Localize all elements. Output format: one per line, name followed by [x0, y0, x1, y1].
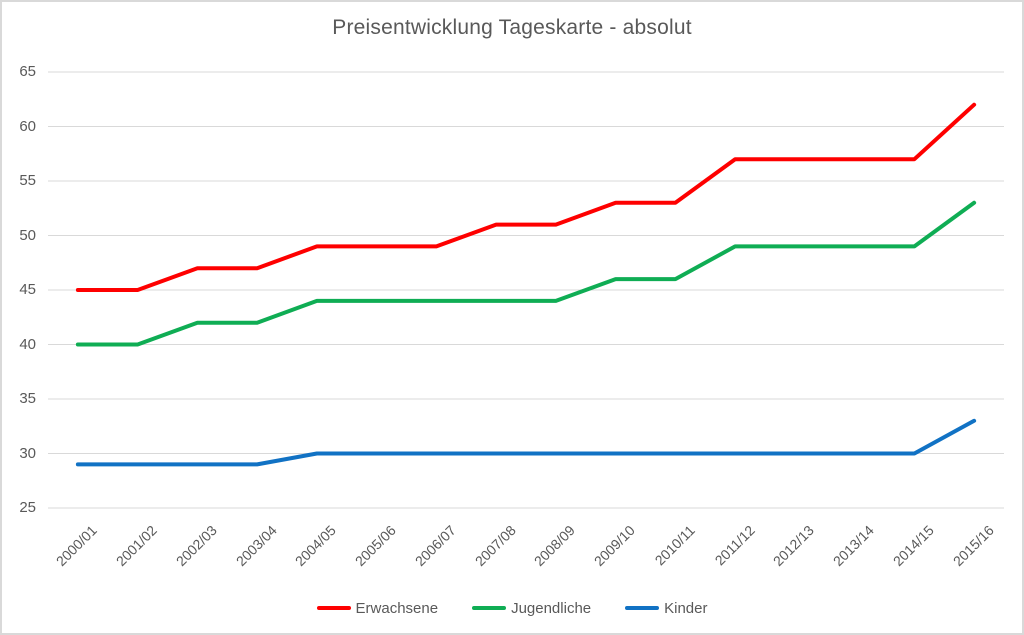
series-line-kinder: [75, 418, 977, 467]
series-line-erwachsene: [75, 102, 977, 292]
chart-title: Preisentwicklung Tageskarte - absolut: [332, 16, 692, 39]
legend-line-swatch-jugendliche: [472, 606, 507, 610]
legend-item-erwachsene: Erwachsene: [316, 599, 439, 617]
y-tick-label-35: 35: [19, 390, 36, 407]
legend-item-jugendliche: Jugendliche: [472, 600, 591, 617]
legend-label-jugendliche: Jugendliche: [511, 599, 592, 617]
legend-line-swatch-kinder: [625, 606, 660, 610]
y-tick-label-45: 45: [19, 281, 36, 298]
legend-label-erwachsene: Erwachsene: [355, 599, 439, 617]
y-tick-label-40: 40: [19, 335, 36, 353]
y-tick-label-25: 25: [19, 499, 36, 516]
series-line-jugendliche: [75, 200, 977, 347]
legend-line-swatch-erwachsene: [316, 606, 351, 610]
y-tick-label-55: 55: [19, 172, 36, 189]
y-tick-label-65: 65: [19, 63, 36, 80]
legend-label-kinder: Kinder: [664, 599, 708, 617]
y-tick-label-60: 60: [19, 117, 36, 135]
legend-item-kinder: Kinder: [625, 600, 707, 617]
legend: Erwachsene Jugendliche Kinder: [0, 597, 1024, 619]
y-tick-label-30: 30: [19, 444, 36, 462]
y-tick-label-50: 50: [19, 226, 36, 244]
